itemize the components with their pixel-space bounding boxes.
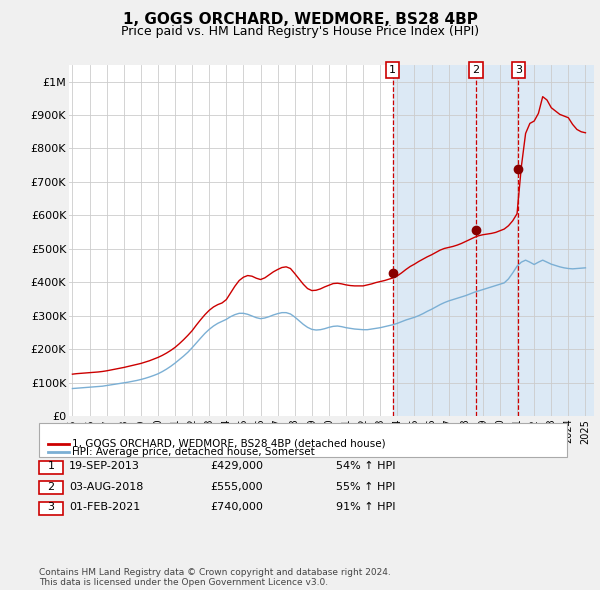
Text: 19-SEP-2013: 19-SEP-2013 bbox=[69, 461, 140, 471]
Text: 2: 2 bbox=[472, 65, 479, 75]
Text: £555,000: £555,000 bbox=[210, 482, 263, 491]
Text: £429,000: £429,000 bbox=[210, 461, 263, 471]
Text: 03-AUG-2018: 03-AUG-2018 bbox=[69, 482, 143, 491]
Text: 1, GOGS ORCHARD, WEDMORE, BS28 4BP: 1, GOGS ORCHARD, WEDMORE, BS28 4BP bbox=[122, 12, 478, 27]
Text: 1: 1 bbox=[389, 65, 396, 75]
Text: 01-FEB-2021: 01-FEB-2021 bbox=[69, 503, 140, 512]
Text: 1: 1 bbox=[47, 461, 55, 471]
Text: 54% ↑ HPI: 54% ↑ HPI bbox=[336, 461, 395, 471]
Text: 1, GOGS ORCHARD, WEDMORE, BS28 4BP (detached house): 1, GOGS ORCHARD, WEDMORE, BS28 4BP (deta… bbox=[72, 439, 386, 448]
Text: Contains HM Land Registry data © Crown copyright and database right 2024.
This d: Contains HM Land Registry data © Crown c… bbox=[39, 568, 391, 587]
Text: 2: 2 bbox=[47, 482, 55, 491]
Text: HPI: Average price, detached house, Somerset: HPI: Average price, detached house, Some… bbox=[72, 447, 315, 457]
Bar bbox=[392, 65, 594, 416]
Text: 55% ↑ HPI: 55% ↑ HPI bbox=[336, 482, 395, 491]
Text: 91% ↑ HPI: 91% ↑ HPI bbox=[336, 503, 395, 512]
Text: 3: 3 bbox=[515, 65, 522, 75]
Text: 3: 3 bbox=[47, 503, 55, 512]
Text: £740,000: £740,000 bbox=[210, 503, 263, 512]
Text: Price paid vs. HM Land Registry's House Price Index (HPI): Price paid vs. HM Land Registry's House … bbox=[121, 25, 479, 38]
